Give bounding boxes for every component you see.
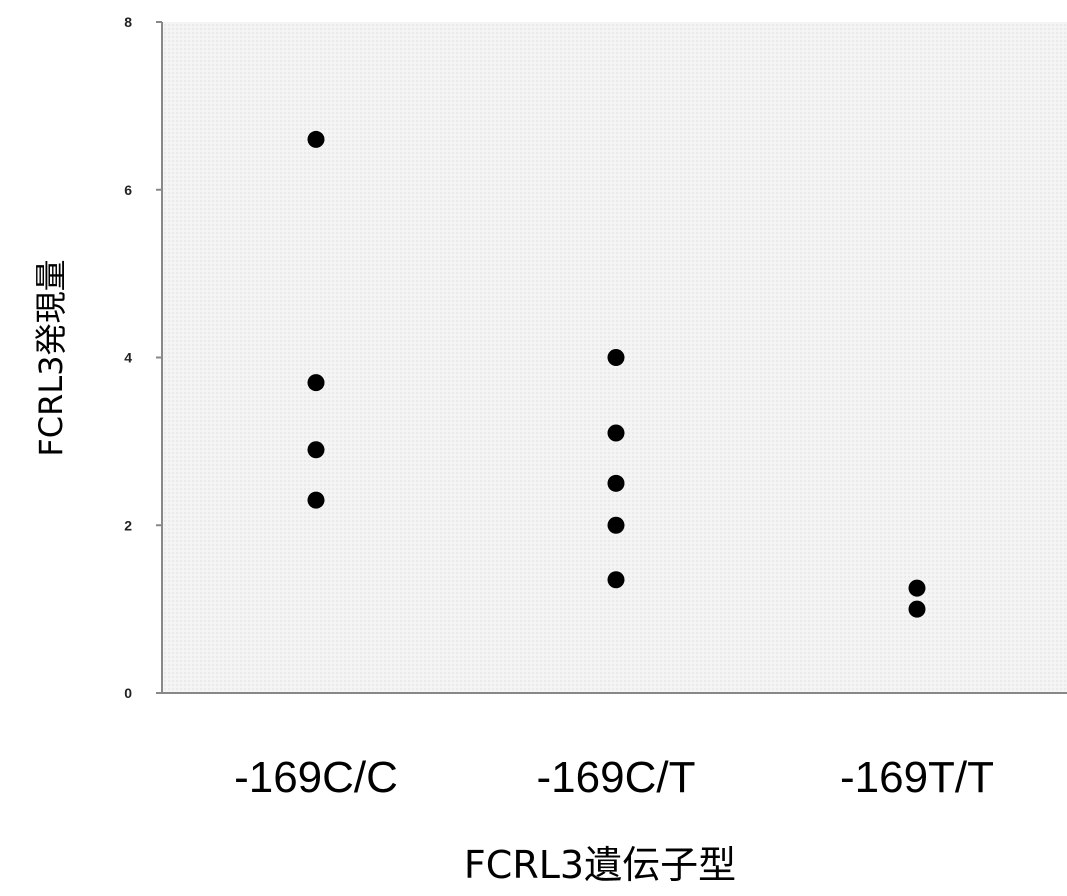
- x-tick-label: -169C/C: [234, 753, 398, 802]
- y-tick-label: 8: [124, 14, 132, 30]
- y-tick-label: 4: [124, 350, 132, 366]
- y-tick-label: 2: [124, 517, 132, 533]
- data-point: [908, 600, 926, 618]
- x-tick-label: -169C/T: [537, 753, 696, 802]
- y-axis-title: FCRL3発現量: [32, 259, 70, 456]
- data-point: [607, 571, 625, 589]
- y-tick-label: 0: [124, 685, 132, 701]
- data-point: [307, 374, 325, 392]
- data-point: [307, 130, 325, 148]
- y-tick-label: 6: [124, 182, 132, 198]
- data-point: [908, 579, 926, 597]
- x-tick-label: -169T/T: [840, 753, 994, 802]
- x-axis-title: FCRL3遺伝子型: [464, 843, 736, 887]
- data-point: [607, 474, 625, 492]
- data-point: [307, 491, 325, 509]
- data-point: [607, 424, 625, 442]
- data-point: [607, 516, 625, 534]
- data-point: [607, 349, 625, 366]
- data-point: [307, 441, 325, 459]
